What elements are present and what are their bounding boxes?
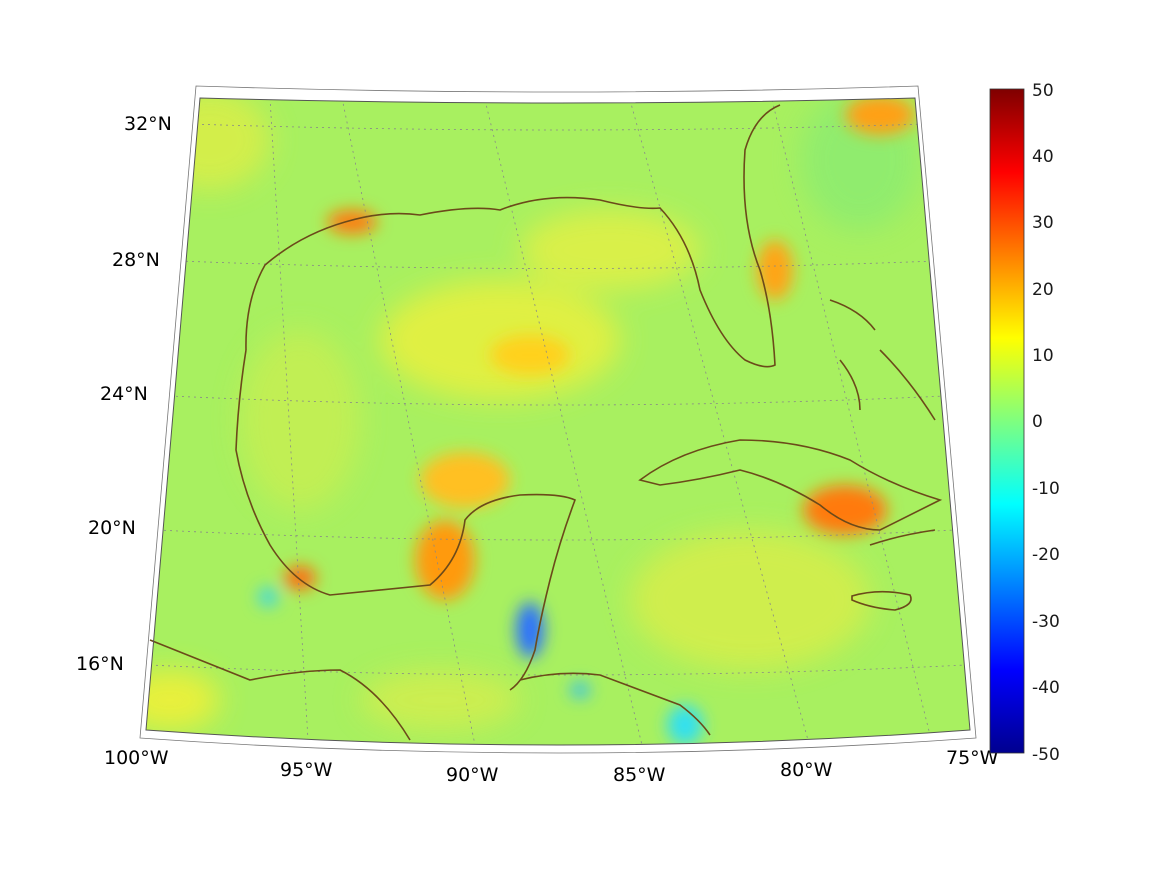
colorbar-tick-50: 50 [1032,81,1054,101]
coastline-us-gulf [245,104,781,368]
gridline-lat-20 [157,529,956,541]
lat-label-20: 20°N [88,517,136,539]
lon-label-80: 80°W [780,759,833,781]
lat-label-32: 32°N [124,113,172,135]
lon-label-85: 85°W [613,764,666,786]
colorbar-tick-neg10: -10 [1032,479,1060,499]
colorbar: 50 40 30 20 10 0 -10 -20 -30 -40 -50 [989,81,1060,765]
coastline-central-america [149,639,711,741]
colorbar-tick-neg40: -40 [1032,678,1060,698]
lon-label-95: 95°W [280,759,333,781]
colorbar-tick-neg50: -50 [1032,745,1060,765]
coastlines [149,104,943,741]
map-outer-frame [139,85,977,754]
coastline-mexico [235,349,577,691]
coastline-hispaniola [869,529,936,546]
map-frame [145,97,971,746]
coastline-bahamas [829,299,936,421]
coastline-cuba [638,439,943,531]
graticule [149,98,967,745]
colorbar-tick-20: 20 [1032,280,1054,300]
lon-label-75: 75°W [946,747,999,769]
colorbar-tick-10: 10 [1032,346,1054,366]
colorbar-tick-40: 40 [1032,147,1054,167]
gridline-lat-16 [149,664,967,676]
gridline-lat-32 [189,123,926,131]
lon-label-100: 100°W [104,747,169,769]
colorbar-tick-neg30: -30 [1032,612,1060,632]
colorbar-ticks: 50 40 30 20 10 0 -10 -20 -30 -40 -50 [1032,81,1060,765]
gridline-lon-80 [629,99,809,741]
gridline-lon-90 [341,98,476,745]
latitude-labels: 32°N 28°N 24°N 20°N 16°N [76,113,172,675]
lat-label-28: 28°N [112,249,160,271]
gridline-lon-75a [771,99,931,736]
lat-label-24: 24°N [100,383,148,405]
lon-label-90: 90°W [446,764,499,786]
coastline-jamaica [851,590,912,611]
colorbar-tick-30: 30 [1032,213,1054,233]
gridline-lon-85 [484,99,643,745]
map-field [146,98,970,745]
longitude-labels: 100°W 95°W 90°W 85°W 80°W 75°W [104,747,999,786]
gridline-lon-95 [269,98,309,741]
colorbar-tick-neg20: -20 [1032,545,1060,565]
colorbar-tick-0: 0 [1032,412,1043,432]
gridline-lat-28 [179,260,936,269]
colorbar-gradient [989,88,1025,754]
lat-label-16: 16°N [76,653,124,675]
